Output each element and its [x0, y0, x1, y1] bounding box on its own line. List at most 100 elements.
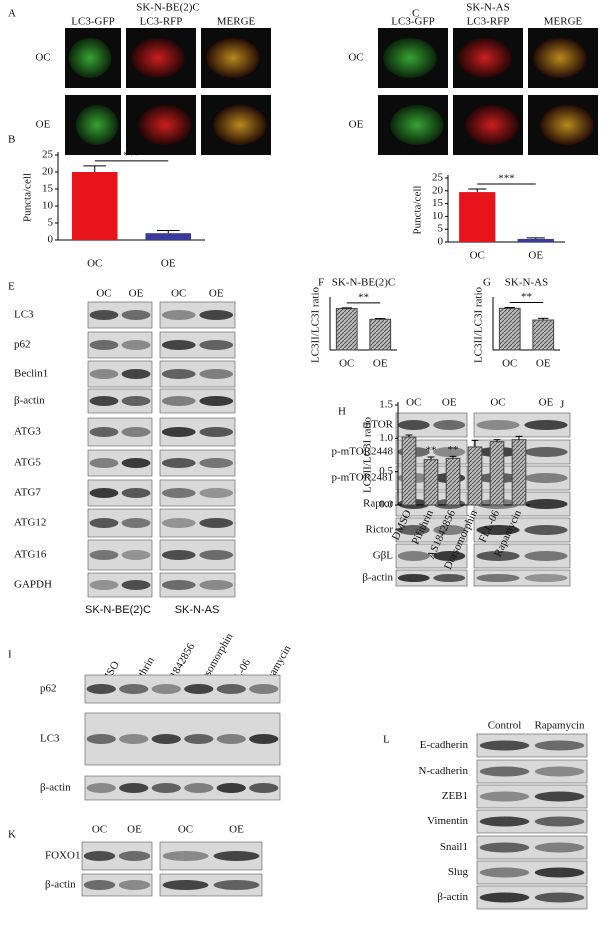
blot-band	[534, 867, 585, 878]
y-tick-label: 10	[432, 210, 444, 222]
row-label: p62	[40, 683, 57, 695]
cell-signal	[540, 105, 594, 145]
row-label: Rictor	[366, 524, 394, 536]
blot-band	[476, 420, 520, 430]
blot-band	[89, 518, 119, 528]
blot-band	[121, 396, 151, 406]
x-tick-label: OC	[87, 258, 102, 270]
bar	[498, 307, 521, 351]
blot-band	[397, 525, 430, 535]
blot-band	[397, 574, 430, 582]
blot-band	[199, 369, 234, 379]
row-label: Beclin1	[14, 368, 48, 380]
y-tick-label: 0.5	[379, 465, 393, 477]
blot-band	[479, 766, 530, 777]
blot-band	[161, 427, 196, 437]
blot-band	[199, 310, 234, 320]
significance: **	[521, 291, 532, 303]
blot-band	[89, 427, 119, 437]
row-label: Raptor	[363, 498, 393, 510]
blot-band	[161, 550, 196, 560]
blot-band	[162, 880, 209, 890]
y-tick-label: 0	[48, 234, 54, 246]
x-tick-label: OC	[470, 250, 485, 262]
y-tick-label: 20	[432, 184, 444, 196]
y-axis-label: LC3II/LC3I ratio	[362, 416, 374, 493]
blot-band	[161, 518, 196, 528]
y-tick-label: 5	[438, 223, 444, 235]
row-label: β-actin	[40, 782, 71, 794]
cell-signal	[131, 38, 185, 78]
row-label: Snail1	[440, 841, 468, 853]
panel-letter: C	[412, 8, 419, 20]
blot-band	[479, 867, 530, 878]
blot-band	[534, 740, 585, 751]
blot-band	[89, 369, 119, 379]
panel-letter: I	[8, 649, 12, 661]
bar	[467, 446, 483, 506]
blot-band	[199, 550, 234, 560]
blot-band	[479, 892, 530, 903]
x-tick-label: OE	[373, 358, 388, 370]
row-label: OC	[35, 52, 50, 64]
blot-band	[161, 458, 196, 468]
blot-band	[89, 488, 119, 498]
y-axis-label: LC3II/LC3I ratio	[473, 286, 485, 363]
row-label: ATG16	[14, 549, 47, 561]
blot-band	[118, 851, 151, 861]
lane-label: OE	[442, 397, 457, 409]
blot-band	[199, 458, 234, 468]
blot-band	[184, 783, 214, 793]
panel-letter: A	[8, 8, 16, 20]
blot-band	[83, 851, 116, 861]
panel-letter: G	[483, 277, 491, 289]
significance: ***	[123, 149, 140, 161]
blot-band	[199, 488, 234, 498]
row-label: ATG3	[14, 426, 41, 438]
blot-band	[119, 684, 149, 694]
blot-band	[151, 783, 181, 793]
y-tick-label: 5	[48, 217, 54, 229]
y-tick-label: 10	[42, 200, 54, 212]
blot-band	[121, 518, 151, 528]
blot-band	[524, 447, 568, 457]
lane-label: OC	[178, 824, 193, 836]
panel-letter: E	[8, 281, 15, 293]
cell-signal	[75, 105, 119, 145]
lane-label: OE	[127, 824, 142, 836]
panel-letter: L	[383, 734, 390, 746]
blot-band	[479, 791, 530, 802]
blot-band	[397, 420, 430, 430]
x-tick-label: OC	[339, 358, 354, 370]
column-label: MERGE	[217, 16, 256, 28]
y-tick-label: 0	[438, 236, 444, 248]
blot-band	[534, 766, 585, 777]
blot-strip	[476, 759, 588, 784]
row-label: OE	[349, 119, 364, 131]
cell-signal	[383, 38, 437, 78]
blot-band	[213, 880, 260, 890]
bar	[145, 233, 192, 240]
blot-strip	[476, 860, 588, 885]
row-label: LC3	[14, 309, 34, 321]
panel-letter: J	[560, 399, 565, 411]
lane-label: OC	[406, 397, 421, 409]
lane-label: OC	[92, 824, 107, 836]
y-tick-label: 0.0	[379, 499, 393, 511]
blot-band	[184, 684, 214, 694]
y-axis-label: Puncta/cell	[412, 186, 424, 235]
row-label: GAPDH	[14, 579, 52, 591]
blot-band	[161, 310, 196, 320]
bar	[71, 172, 118, 240]
panel-letter: F	[318, 277, 324, 289]
blot-band	[89, 340, 119, 350]
y-tick-label: 15	[432, 197, 444, 209]
bar	[517, 238, 554, 242]
cell-line: SK-N-BE(2)C	[85, 604, 151, 616]
blot-strip	[81, 873, 153, 897]
blot-band	[121, 580, 151, 590]
x-tick-label: OE	[528, 250, 543, 262]
blot-band	[433, 551, 466, 561]
blot-band	[86, 684, 116, 694]
blot-band	[479, 816, 530, 827]
